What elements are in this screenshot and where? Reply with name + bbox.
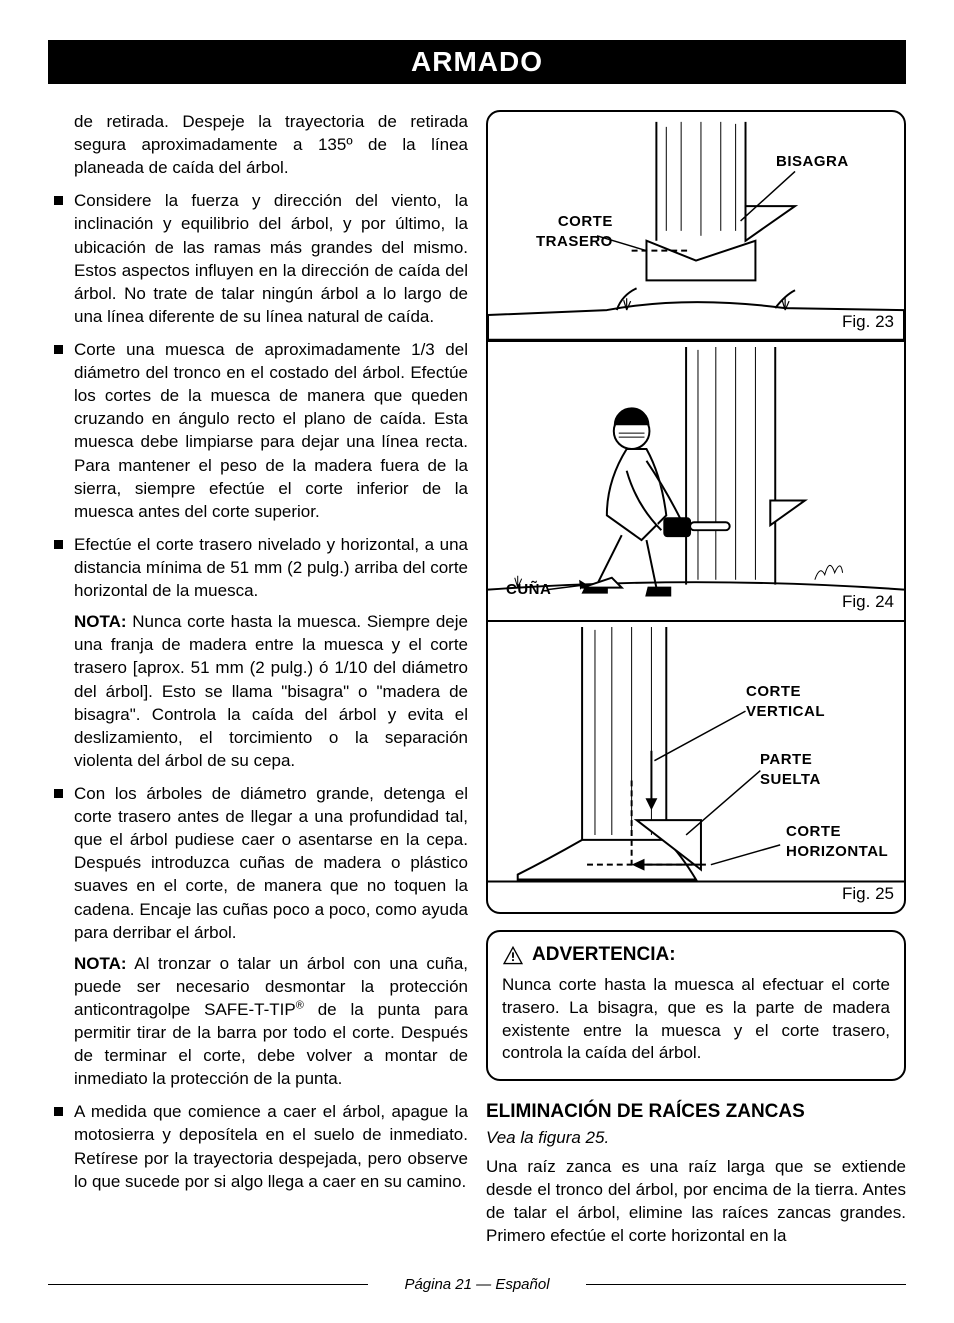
note-paragraph: NOTA: Nunca corte hasta la muesca. Siemp… (74, 610, 468, 772)
list-item-text: Con los árboles de diámetro grande, dete… (74, 784, 468, 942)
list-item: Considere la fuerza y dirección del vien… (48, 189, 468, 328)
list-item: Corte una muesca de aproximadamente 1/3 … (48, 338, 468, 523)
list-item-text: Efectúe el corte trasero nivelado y hori… (74, 535, 468, 600)
right-column: CORTE TRASERO BISAGRA Fig. 23 (486, 110, 906, 1248)
fig25-label-vertical: CORTE VERTICAL (746, 682, 825, 723)
list-item: A medida que comience a caer el árbol, a… (48, 1100, 468, 1192)
instruction-list: Considere la fuerza y dirección del vien… (48, 189, 468, 1192)
note-label: NOTA: (74, 612, 127, 631)
list-item-text: Corte una muesca de aproximadamente 1/3 … (74, 340, 468, 521)
list-item-text: A medida que comience a caer el árbol, a… (74, 1102, 468, 1190)
note-paragraph: NOTA: Al tronzar o talar un árbol con un… (74, 952, 468, 1091)
warning-title: ADVERTENCIA: (532, 942, 676, 968)
section-body: Una raíz zanca es una raíz larga que se … (486, 1156, 906, 1248)
warning-text: Nunca corte hasta la muesca al efectuar … (502, 974, 890, 1066)
note-label: NOTA: (74, 954, 127, 973)
footer-text: Página 21 — Español (404, 1276, 549, 1293)
footer-rule-left (48, 1284, 368, 1285)
note-text: Al tronzar o talar un árbol con una cuña… (74, 954, 468, 1089)
fig25-label-horizontal: CORTE HORIZONTAL (786, 822, 888, 863)
section-heading: ELIMINACIÓN DE RAÍCES ZANCAS (486, 1099, 906, 1125)
warning-icon (502, 945, 524, 965)
figure-25: CORTE VERTICAL PARTE SUELTA CORTE HORIZO… (488, 622, 904, 912)
left-column: de retirada. Despeje la trayectoria de r… (48, 110, 468, 1248)
fig25-label-parte-suelta: PARTE SUELTA (760, 750, 821, 791)
list-item: Con los árboles de diámetro grande, dete… (48, 782, 468, 1090)
page-footer: Página 21 — Español (48, 1276, 906, 1293)
figure-24: CUÑA Fig. 24 (488, 342, 904, 622)
footer-rule-right (586, 1284, 906, 1285)
list-item: Efectúe el corte trasero nivelado y hori… (48, 533, 468, 772)
section-header: ARMADO (48, 40, 906, 84)
fig24-label-cuna: CUÑA (506, 580, 551, 600)
list-item-text: Considere la fuerza y dirección del vien… (74, 191, 468, 326)
fig25-caption: Fig. 25 (842, 883, 894, 906)
figure-stack: CORTE TRASERO BISAGRA Fig. 23 (486, 110, 906, 914)
intro-paragraph: de retirada. Despeje la trayectoria de r… (74, 110, 468, 179)
warning-title-row: ADVERTENCIA: (502, 942, 890, 968)
warning-box: ADVERTENCIA: Nunca corte hasta la muesca… (486, 930, 906, 1081)
fig24-caption: Fig. 24 (842, 591, 894, 614)
fig23-caption: Fig. 23 (842, 311, 894, 334)
fig23-label-corte-trasero: CORTE TRASERO (536, 212, 613, 253)
note-text: Nunca corte hasta la muesca. Siempre dej… (74, 612, 468, 770)
figure-23: CORTE TRASERO BISAGRA Fig. 23 (488, 112, 904, 342)
fig24-illustration (488, 342, 904, 619)
see-figure-ref: Vea la figura 25. (486, 1127, 906, 1150)
two-column-layout: de retirada. Despeje la trayectoria de r… (48, 110, 906, 1248)
fig23-label-bisagra: BISAGRA (776, 152, 849, 172)
fig25-illustration (488, 622, 904, 909)
